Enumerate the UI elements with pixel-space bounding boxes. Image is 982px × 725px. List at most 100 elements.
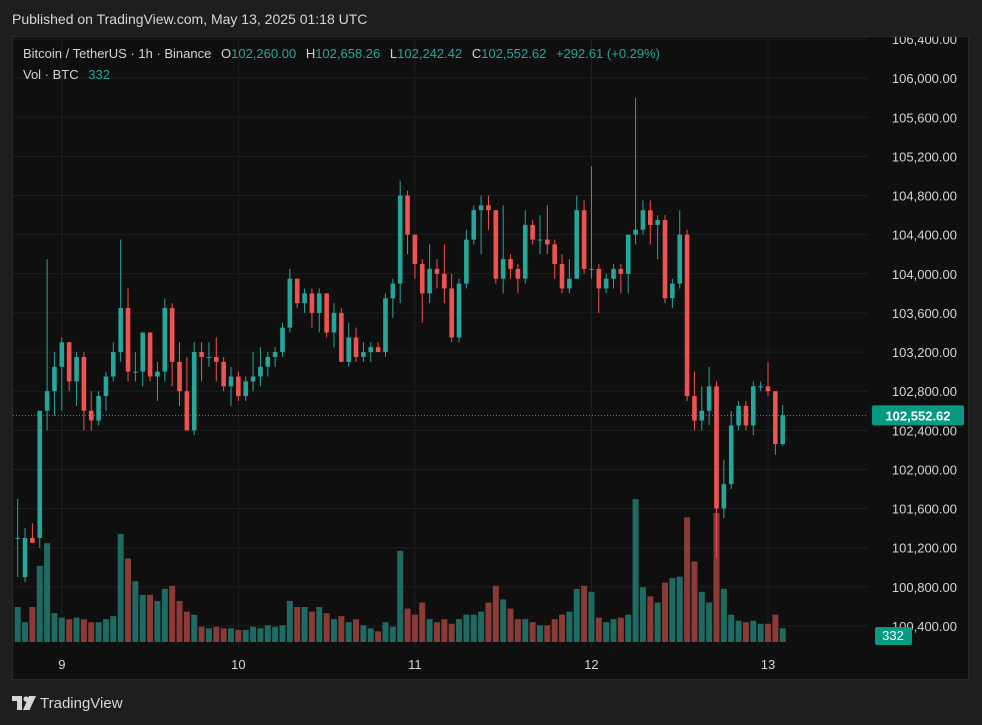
candle-body [44, 391, 50, 411]
candle-body [177, 361, 182, 392]
candle-body [383, 298, 388, 353]
candle-body [603, 278, 609, 289]
price-tick-label: 103,200.00 [892, 345, 957, 360]
volume-bar [198, 626, 205, 642]
volume-bar [139, 594, 146, 642]
volume-bar [419, 602, 426, 642]
close-value: 102,552.62 [481, 46, 547, 61]
candle-body [434, 268, 440, 274]
candle-body [243, 381, 249, 397]
candle-body [647, 210, 653, 225]
candle-body [633, 229, 638, 235]
volume-bar [470, 614, 477, 642]
candlestick-chart[interactable]: 106,400.00 106,000.00 105,600.00 105,200.00… [13, 37, 968, 679]
candle-body [471, 210, 477, 240]
candle-body [309, 293, 315, 313]
candle-body [140, 332, 146, 372]
volume-bar [478, 611, 485, 642]
candle-body [419, 264, 425, 294]
volume-bar [279, 625, 286, 642]
candle-body [736, 405, 741, 426]
candle-body [302, 293, 307, 304]
volume-bar [235, 629, 242, 642]
candle-body [699, 410, 705, 421]
candle-body [22, 537, 28, 578]
price-tick-label: 106,000.00 [892, 71, 957, 86]
price-tick-label: 102,400.00 [892, 423, 957, 438]
volume-bar [522, 619, 529, 642]
candle-body [500, 259, 506, 279]
candle-body [508, 259, 513, 269]
volume-bar [73, 617, 80, 642]
volume-bar [117, 534, 124, 642]
candle-body [37, 410, 43, 538]
price-tick-label: 102,800.00 [892, 384, 957, 399]
volume-bar [95, 622, 102, 642]
candle-body [162, 308, 168, 372]
volume-bar [728, 614, 735, 642]
candle-body [773, 391, 778, 445]
volume-bar [573, 588, 580, 642]
volume-bar [662, 582, 669, 642]
price-tick-label: 105,600.00 [892, 110, 957, 125]
candle-body [677, 234, 683, 284]
volume-bar [360, 625, 367, 642]
volume-bar [22, 622, 29, 642]
candle-body [74, 356, 79, 382]
symbol-title[interactable]: Bitcoin / TetherUS · 1h · Binance [23, 46, 212, 61]
volume-bar [536, 625, 543, 642]
candle-body [611, 268, 616, 279]
volume-bar [250, 626, 257, 642]
volume-bar [110, 616, 117, 642]
volume-bar [426, 619, 433, 642]
high-value: 102,658.26 [315, 46, 381, 61]
change-value: +292.61 (+0.29%) [555, 46, 661, 61]
volume-bar [316, 607, 323, 642]
last-price-label: 102,552.62 [885, 408, 950, 423]
candle-body [530, 224, 535, 240]
volume-bar [264, 625, 271, 642]
time-tick-label: 13 [761, 657, 775, 672]
volume-bar [29, 607, 36, 642]
candle-body [765, 386, 771, 392]
volume-bar [617, 617, 624, 642]
volume-bar [228, 628, 235, 642]
volume-bar [669, 578, 676, 642]
published-text: Published on TradingView.com, May 13, 20… [12, 11, 368, 27]
candle-body [353, 337, 359, 357]
chart-frame[interactable]: 106,400.00 106,000.00 105,600.00 105,200.00… [12, 36, 969, 680]
volume-label[interactable]: Vol · BTC [23, 67, 79, 82]
volume-bar [66, 619, 73, 642]
volume-bar [330, 619, 337, 642]
volume-bar [684, 517, 691, 642]
last-price-label-bg [872, 405, 964, 426]
volume-bar [154, 600, 161, 642]
candle-body [15, 537, 20, 539]
candle-body [442, 273, 447, 289]
candle-body [111, 352, 116, 377]
time-tick-label: 9 [58, 657, 65, 672]
candle-body [346, 337, 351, 362]
tradingview-brand[interactable]: TradingView [40, 695, 123, 712]
volume-bar [691, 561, 698, 642]
volume-bar [507, 608, 514, 642]
candle-body [427, 268, 432, 294]
candle-body [706, 386, 712, 411]
volume-bar [757, 623, 764, 642]
volume-bar [353, 619, 360, 642]
candles [15, 97, 786, 582]
volume-bar [647, 596, 654, 642]
volume-bar [433, 622, 440, 642]
candle-body [596, 268, 602, 289]
volume-bar [610, 619, 617, 642]
candle-body [339, 312, 344, 362]
candle-body [640, 210, 646, 230]
volume-bar [485, 602, 492, 642]
candle-body [324, 293, 329, 333]
volume-bar [581, 585, 588, 642]
candle-body [221, 361, 226, 387]
time-axis: 9 10 11 12 13 [58, 657, 775, 672]
last-volume-label-bg [875, 627, 912, 645]
volume-bar [603, 622, 610, 642]
close-label: C [471, 46, 482, 61]
